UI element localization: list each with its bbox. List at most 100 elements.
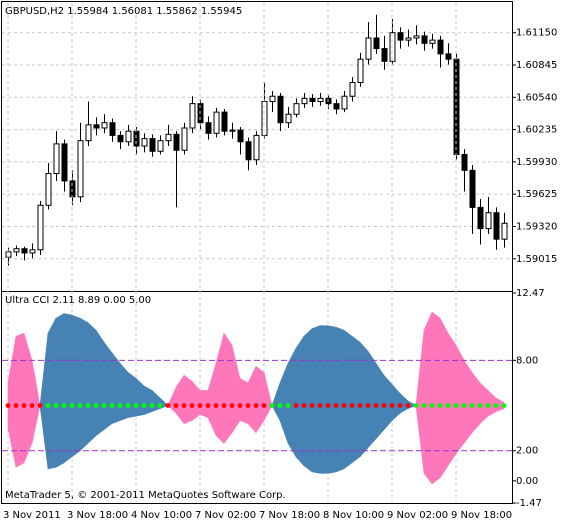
candle-body xyxy=(293,103,300,115)
candle-body xyxy=(53,143,60,175)
cloud-segment xyxy=(335,326,345,473)
cloud-segment xyxy=(295,335,305,467)
cloud-segment xyxy=(367,350,377,449)
cloud-segment xyxy=(263,372,273,421)
signal-dot xyxy=(453,403,459,408)
cloud-segment xyxy=(47,318,57,470)
cloud-segment xyxy=(87,321,97,444)
candle-body xyxy=(485,212,492,230)
candle-body xyxy=(269,95,276,103)
x-tick-label: 7 Nov 02:00 xyxy=(195,510,256,521)
candle-body xyxy=(341,95,348,110)
frame xyxy=(1,1,513,504)
candle-body xyxy=(397,32,404,41)
signal-dot xyxy=(205,403,211,408)
cloud-segment xyxy=(399,392,409,414)
y-tick-label: 1.61150 xyxy=(516,28,557,39)
cloud-segment xyxy=(455,345,465,455)
candle-body xyxy=(93,124,100,129)
y-tick-label: 2.00 xyxy=(516,446,538,457)
chart-title: GBPUSD,H2 1.55984 1.56081 1.55862 1.5594… xyxy=(5,6,242,17)
candle-body xyxy=(125,130,132,143)
signal-dot xyxy=(165,403,171,408)
candle-body xyxy=(349,81,356,97)
x-tick-label: 3 Nov 18:00 xyxy=(67,510,128,521)
signal-dot xyxy=(181,403,187,408)
cloud-segment xyxy=(375,362,385,440)
signal-dot xyxy=(349,403,355,408)
signal-dot xyxy=(149,403,155,408)
cloud-segment xyxy=(95,329,105,437)
indicator-title: Ultra CCI 2.11 8.89 0.00 5.00 xyxy=(5,295,151,306)
candle-body xyxy=(37,204,44,251)
cloud-segment xyxy=(343,329,353,470)
candle-body xyxy=(189,103,196,129)
cloud-segment xyxy=(15,332,25,468)
cloud-segment xyxy=(463,359,473,445)
cloud-segment xyxy=(103,341,113,431)
signal-dot xyxy=(29,403,35,408)
cloud-segment xyxy=(7,336,17,468)
candle-body xyxy=(109,122,116,136)
y-tick-label: 1.59320 xyxy=(516,221,557,232)
candle-body xyxy=(469,169,476,208)
y-tick-label: 1.60540 xyxy=(516,92,557,103)
cloud-segment xyxy=(271,382,281,421)
signal-dot xyxy=(93,403,99,408)
signal-dot xyxy=(197,403,203,408)
cloud-segment xyxy=(23,333,33,463)
signal-dot xyxy=(213,403,219,408)
cloud-segment xyxy=(247,366,257,434)
candle-body xyxy=(437,39,444,55)
signal-dot xyxy=(109,403,115,408)
candle-body xyxy=(149,138,156,152)
x-tick-label: 3 Nov 2011 xyxy=(3,510,61,521)
candle-body xyxy=(101,122,108,129)
signal-dot xyxy=(253,403,259,408)
signal-dot xyxy=(125,403,131,408)
signal-dot xyxy=(133,403,139,408)
signal-dot xyxy=(293,403,299,408)
signal-dot xyxy=(85,403,91,408)
signal-dot xyxy=(101,403,107,408)
candle-body xyxy=(13,248,20,253)
y-tick-label: 8.00 xyxy=(516,355,538,366)
signal-dot xyxy=(373,403,379,408)
candle-body xyxy=(85,124,92,142)
y-tick-label: 1.59930 xyxy=(516,157,557,168)
cloud-segment xyxy=(351,335,361,464)
candle-body xyxy=(301,97,308,105)
cloud-segment xyxy=(71,314,81,458)
signal-dot xyxy=(37,403,43,408)
cloud-segment xyxy=(175,374,185,425)
signal-dot xyxy=(269,403,275,408)
y-tick-label: 1.59015 xyxy=(516,254,557,265)
signal-dot xyxy=(245,403,251,408)
cloud-segment xyxy=(415,330,425,474)
signal-dot xyxy=(445,403,451,408)
signal-dot xyxy=(469,403,475,408)
cloud-segment xyxy=(143,385,153,416)
signal-dot xyxy=(77,403,83,408)
candle-body xyxy=(245,141,252,161)
signal-dot xyxy=(421,403,427,408)
signal-dot xyxy=(493,403,499,408)
cloud-segment xyxy=(279,363,289,444)
cloud-segment xyxy=(191,380,201,422)
signal-dot xyxy=(141,403,147,408)
y-tick-label: 1.59625 xyxy=(516,189,557,200)
signal-dot xyxy=(389,403,395,408)
cloud-segment xyxy=(487,389,497,417)
cloud-segment xyxy=(359,341,369,458)
candle-body xyxy=(405,37,412,41)
signal-dot xyxy=(13,403,19,408)
candle-body xyxy=(229,129,236,132)
candle-body xyxy=(461,153,468,171)
cloud-segment xyxy=(207,363,217,436)
signal-dot xyxy=(277,403,283,408)
cloud-segment xyxy=(423,312,433,485)
signal-dot xyxy=(261,403,267,408)
cloud-segment xyxy=(383,374,393,431)
candle-body xyxy=(45,173,52,206)
